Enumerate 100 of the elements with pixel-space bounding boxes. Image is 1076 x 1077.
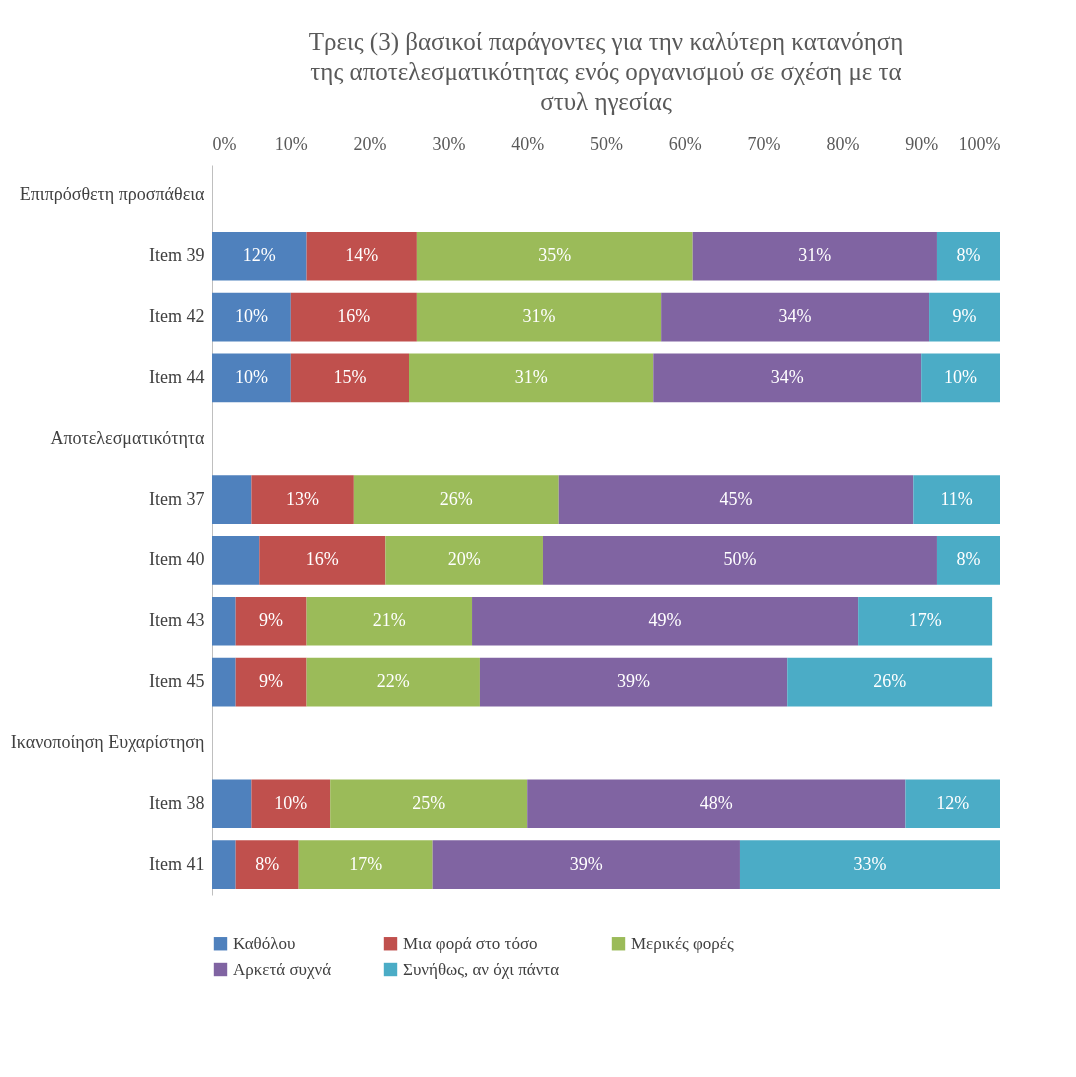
bar: [416, 292, 662, 342]
y-tick-label: Item 38: [149, 792, 205, 813]
bar: [479, 657, 788, 707]
bar: [212, 657, 236, 707]
bar: [409, 353, 654, 403]
y-tick-label: Item 39: [149, 245, 205, 266]
chart-title: Τρεις (3) βασικοί παράγοντες για την καλύτερη κατανόηση της αποτελεσματικότητας ενός οργανισμού σε σχέση με τα στυλ ηγεσίας: [308, 28, 904, 115]
data-label: 8%: [956, 549, 981, 570]
bar: [212, 292, 291, 342]
x-tick-label: 20%: [353, 133, 387, 154]
x-tick-label: 90%: [905, 133, 939, 154]
bar: [913, 475, 1000, 524]
data-label: 26%: [439, 488, 473, 509]
bar: [212, 779, 252, 829]
x-tick-label: 50%: [590, 133, 623, 154]
x-tick-label: 0%: [212, 133, 237, 154]
data-label: 25%: [412, 792, 446, 813]
x-tick-label: 60%: [668, 133, 702, 154]
data-label: 13%: [286, 488, 320, 509]
y-tick-label: Αποτελεσματικότητα: [50, 427, 206, 448]
data-label: 16%: [337, 306, 371, 327]
y-tick-label: Item 44: [149, 366, 205, 387]
data-label: 9%: [259, 610, 284, 631]
bar: [472, 596, 859, 646]
bar: [905, 779, 1000, 829]
bar: [235, 657, 307, 707]
bar: [661, 292, 930, 342]
bar: [290, 292, 417, 342]
bar: [306, 657, 480, 707]
y-tick-label: Item 43: [149, 610, 205, 631]
data-label: 10%: [944, 366, 978, 387]
bar: [259, 536, 386, 585]
legend-label: Συνήθως, αν όχι πάντα: [403, 959, 560, 979]
bar: [858, 596, 993, 646]
bar: [212, 231, 307, 281]
data-label: 35%: [538, 245, 572, 266]
data-label: 31%: [514, 366, 548, 387]
bar: [306, 596, 473, 646]
data-label: 15%: [333, 366, 367, 387]
x-tick-label: 10%: [274, 133, 308, 154]
bar: [251, 475, 354, 524]
bar: [306, 231, 417, 281]
bar: [235, 840, 299, 889]
bar: [290, 353, 409, 403]
legend-label: Μερικές φορές: [631, 933, 734, 953]
bar: [212, 536, 260, 585]
bar: [353, 475, 559, 524]
data-label: 31%: [522, 306, 556, 327]
bar: [212, 475, 252, 524]
data-label: 34%: [778, 306, 812, 327]
x-tick-label: 80%: [826, 133, 860, 154]
bar: [298, 840, 433, 889]
data-label: 10%: [274, 792, 308, 813]
bar: [416, 231, 693, 281]
data-label: 10%: [234, 306, 268, 327]
bar: [936, 231, 1000, 281]
bar: [330, 779, 528, 829]
x-tick-label: 70%: [747, 133, 781, 154]
bar: [385, 536, 543, 585]
data-label: 14%: [345, 245, 379, 266]
bar: [527, 779, 906, 829]
legend-label: Αρκετά συχνά: [233, 959, 332, 979]
data-label: 26%: [873, 671, 907, 692]
data-label: 17%: [908, 610, 942, 631]
y-tick-label: Item 41: [149, 853, 205, 874]
data-label: 8%: [255, 853, 280, 874]
data-label: 48%: [699, 792, 733, 813]
data-label: 21%: [372, 610, 406, 631]
data-label: 45%: [719, 488, 753, 509]
bar: [432, 840, 740, 889]
bar: [235, 596, 307, 646]
bar: [692, 231, 937, 281]
data-label: 22%: [376, 671, 410, 692]
y-tick-label: Item 45: [149, 671, 205, 692]
bar: [921, 353, 1000, 403]
data-label: 33%: [853, 853, 887, 874]
data-label: 34%: [770, 366, 804, 387]
bar: [936, 536, 1000, 585]
data-label: 10%: [234, 366, 268, 387]
y-tick-label: Ικανοποίηση Ευχαρίστηση: [10, 731, 205, 752]
data-label: 12%: [936, 792, 970, 813]
x-tick-label: 30%: [432, 133, 466, 154]
data-label: 39%: [617, 671, 651, 692]
data-label: 50%: [723, 549, 757, 570]
x-tick-label: 100%: [958, 133, 1001, 154]
bar: [787, 657, 993, 707]
bar: [212, 840, 236, 889]
data-label: 11%: [940, 488, 973, 509]
x-tick-label: 40%: [511, 133, 545, 154]
data-label: 20%: [447, 549, 481, 570]
bar: [212, 596, 236, 646]
legend-label: Μια φορά στο τόσο: [403, 933, 538, 953]
data-label: 9%: [259, 671, 284, 692]
bar: [558, 475, 914, 524]
data-label: 8%: [956, 245, 981, 266]
bar: [653, 353, 922, 403]
bar: [251, 779, 331, 829]
y-tick-label: Item 40: [149, 549, 205, 570]
bar: [542, 536, 937, 585]
y-tick-label: Item 42: [149, 306, 205, 327]
